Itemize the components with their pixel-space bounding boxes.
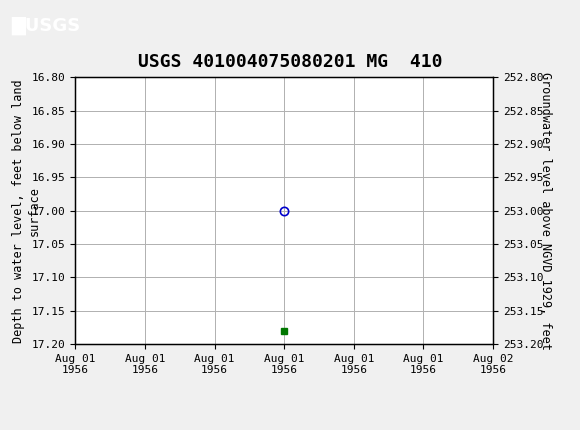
Y-axis label: Groundwater level above NGVD 1929, feet: Groundwater level above NGVD 1929, feet — [539, 72, 552, 350]
Text: USGS 401004075080201 MG  410: USGS 401004075080201 MG 410 — [138, 53, 442, 71]
Y-axis label: Depth to water level, feet below land
surface: Depth to water level, feet below land su… — [12, 79, 41, 343]
Text: █USGS: █USGS — [12, 17, 81, 35]
